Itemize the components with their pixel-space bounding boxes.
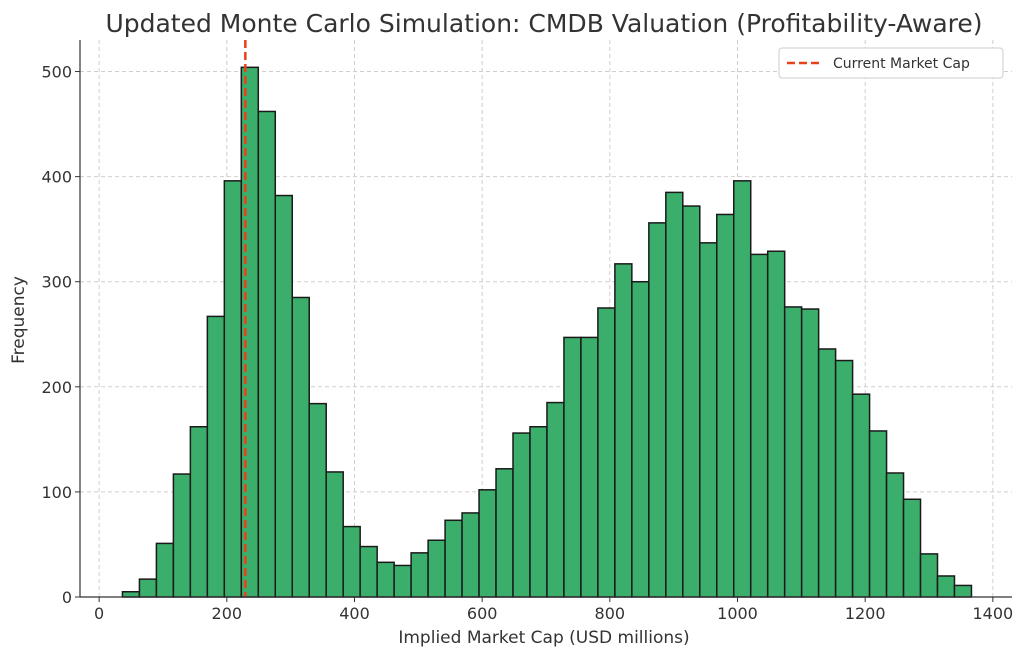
histogram-bar — [885, 472, 905, 598]
histogram-bars — [121, 66, 973, 598]
histogram-bar — [461, 512, 480, 598]
histogram-bar — [631, 280, 650, 598]
x-axis-label: Implied Market Cap (USD millions) — [398, 628, 689, 648]
histogram-bar — [614, 263, 633, 598]
histogram-bar — [427, 539, 446, 598]
histogram-bar — [444, 519, 463, 598]
histogram-bar — [240, 66, 260, 598]
legend-box — [778, 47, 1004, 79]
legend-label: Current Market Cap — [833, 56, 970, 72]
histogram-bar — [817, 348, 837, 598]
x-tick-label: 400 — [339, 604, 370, 623]
y-tick-label: 0 — [62, 588, 72, 607]
tick-labels: 0 200 400 600 800 1000 1200 1400 0 100 200 300 400 50… — [41, 63, 1013, 623]
y-axis-label: Frequency — [9, 276, 29, 364]
histogram-bar — [308, 402, 327, 598]
histogram-bar — [257, 110, 277, 598]
axes — [79, 40, 1012, 598]
histogram-bar — [546, 401, 565, 598]
x-tick-label: 1200 — [845, 604, 886, 623]
histogram-bar — [563, 336, 582, 598]
histogram-bar — [851, 393, 871, 598]
histogram-bar — [716, 213, 735, 598]
x-tick-label: 1400 — [972, 604, 1013, 623]
histogram-bar — [478, 489, 497, 598]
y-tick-label: 300 — [41, 273, 72, 292]
histogram-bar — [376, 561, 395, 598]
histogram-bar — [919, 553, 939, 598]
histogram-bar — [529, 425, 548, 598]
histogram-bar — [902, 498, 922, 598]
histogram-bar — [410, 552, 429, 598]
histogram-bar — [274, 194, 294, 598]
histogram-bar — [155, 542, 175, 598]
histogram-bar — [699, 242, 718, 598]
histogram-bar — [291, 296, 310, 598]
histogram-bar — [665, 191, 684, 598]
histogram-bar — [580, 336, 599, 598]
histogram-bar — [783, 306, 803, 598]
histogram-bar — [868, 430, 888, 598]
x-tick-label: 600 — [467, 604, 498, 623]
x-tick-label: 200 — [212, 604, 243, 623]
x-tick-label: 800 — [595, 604, 626, 623]
legend: Current Market Cap — [778, 47, 1004, 79]
histogram-bar — [512, 432, 531, 598]
histogram-bar — [121, 590, 141, 598]
histogram-bar — [749, 253, 769, 598]
histogram-bar — [206, 315, 226, 598]
histogram-bar — [223, 180, 243, 598]
histogram-bar — [953, 584, 973, 598]
histogram-bar — [393, 564, 412, 598]
y-tick-label: 200 — [41, 378, 72, 397]
histogram-bar — [172, 473, 192, 598]
histogram-bar — [597, 307, 616, 598]
x-tick-label: 1000 — [717, 604, 758, 623]
y-tick-label: 400 — [41, 168, 72, 187]
y-tick-label: 500 — [41, 63, 72, 82]
histogram-bar — [189, 425, 209, 598]
y-tick-label: 100 — [41, 483, 72, 502]
histogram-bar — [732, 180, 752, 598]
histogram-bar — [682, 205, 701, 598]
histogram-bar — [495, 468, 514, 598]
histogram-bar — [138, 578, 158, 598]
chart-title: Updated Monte Carlo Simulation: CMDB Val… — [105, 9, 982, 38]
histogram-bar — [325, 471, 344, 598]
histogram-bar — [800, 308, 820, 598]
histogram-bar — [648, 222, 667, 598]
histogram-bar — [834, 359, 854, 598]
histogram-bar — [766, 250, 786, 598]
histogram-bar — [359, 545, 378, 598]
histogram-bar — [936, 575, 956, 598]
x-tick-label: 0 — [94, 604, 104, 623]
histogram-bar — [342, 525, 361, 598]
